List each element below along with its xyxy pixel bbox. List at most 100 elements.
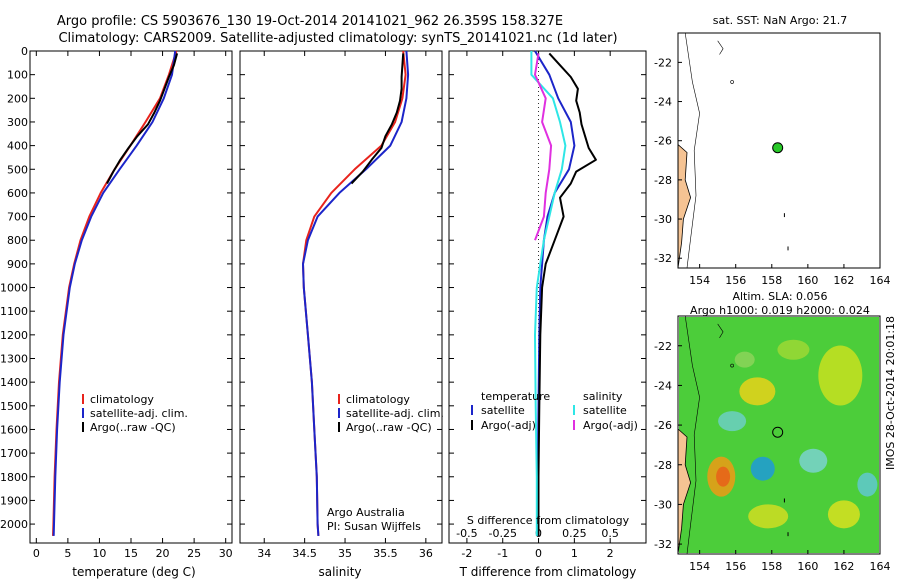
y-tick-label: 1300: [0, 353, 28, 366]
x-tick-label: 162: [833, 274, 854, 287]
x-tick-label: 156: [725, 560, 746, 573]
x-tick-top-label: -0.5: [456, 527, 477, 540]
difference-panel-frame: [448, 50, 647, 544]
salinity-legend: climatology satellite-adj. clim. Argo(..…: [338, 393, 444, 434]
y-tick-label: -32: [654, 538, 672, 551]
y-tick-label: -24: [654, 96, 672, 109]
sla-anomaly-blob: [777, 339, 810, 360]
sst-map-title: sat. SST: NaN Argo: 21.7: [713, 14, 847, 27]
y-tick-label: -26: [654, 419, 672, 432]
sla-anomaly-blob: [799, 448, 828, 473]
temperature-panel-frame: [29, 50, 233, 544]
x-tick-label: 34.5: [292, 547, 317, 560]
series-line-argorawqc: [106, 53, 179, 184]
x-tick-label: 34: [257, 547, 271, 560]
legend-title-salinity: salinity: [583, 390, 623, 403]
x-tick-label: 0: [33, 547, 40, 560]
y-tick-label: 1500: [0, 400, 28, 413]
y-tick-label: -32: [654, 252, 672, 265]
sla-anomaly-blob: [827, 500, 860, 529]
legend-label-satellite: satellite-adj. clim.: [346, 407, 444, 420]
y-tick-label: 0: [21, 45, 28, 58]
x-tick-label: 35.5: [373, 547, 398, 560]
x-tick-label: 156: [725, 274, 746, 287]
y-tick-label: 1100: [0, 305, 28, 318]
sla-map-title-line1: Altim. SLA: 0.056: [732, 290, 827, 303]
depth-contour: [684, 315, 700, 555]
series-line-argoadj: [537, 52, 597, 536]
legend-label-climatology: climatology: [346, 393, 410, 406]
x-tick-label: 10: [92, 547, 106, 560]
argo-float-marker: [772, 142, 784, 154]
y-tick-label: -24: [654, 379, 672, 392]
x-tick-label: 160: [797, 274, 818, 287]
credit-text: IMOS 28-Oct-2014 20:01:18: [884, 316, 897, 470]
y-tick-label: -28: [654, 459, 672, 472]
legend-title-temperature: temperature: [481, 390, 550, 403]
legend-label-argo: Argo(..raw -QC): [346, 421, 432, 434]
x-tick-label: 15: [124, 547, 138, 560]
series-line-satellite: [530, 51, 567, 536]
y-tick-label: 1600: [0, 423, 28, 436]
y-tick-label: 1800: [0, 471, 28, 484]
x-tick-label: 0: [535, 547, 542, 560]
salinity-annotation-line1: Argo Australia: [327, 506, 405, 519]
y-tick-label: 1400: [0, 376, 28, 389]
x-tick-label: 154: [689, 274, 710, 287]
sla-map: 154 156 158 160 162 164 -22 -24 -26 -28 -30 -32: [654, 315, 891, 573]
y-tick-label: -30: [654, 213, 672, 226]
difference-legend: temperature salinity satellite Argo(-adj…: [471, 390, 638, 432]
land-polygon: [678, 429, 691, 554]
y-tick-label: 1900: [0, 494, 28, 507]
x-tick-label: 154: [689, 560, 710, 573]
sla-anomaly-blob: [818, 345, 863, 406]
header-line1: Argo profile: CS 5903676_130 19-Oct-2014…: [57, 14, 563, 29]
x-tick-label: 35: [338, 547, 352, 560]
series-line-satelliteadjclim: [302, 50, 410, 536]
x-tick-label: 1: [571, 547, 578, 560]
seamount-marker: [730, 363, 734, 368]
salinity-annotation-line2: PI: Susan Wijffels: [327, 520, 421, 533]
x-tick-label: 30: [219, 547, 233, 560]
x-tick-label: 25: [187, 547, 201, 560]
reef-contour: [717, 323, 724, 338]
y-tick-label: 200: [7, 92, 28, 105]
series-line-climatology: [52, 50, 178, 536]
y-tick-label: -28: [654, 174, 672, 187]
y-tick-label: 1000: [0, 282, 28, 295]
series-line-argorawqc: [350, 53, 405, 185]
x-tick-top-label: 0.5: [601, 527, 619, 540]
temperature-legend: climatology satellite-adj. clim. Argo(..…: [82, 393, 188, 434]
temperature-plot: 0 5 10 15 20 25 300100200300400500600700800900…: [0, 45, 233, 560]
reef-contour: [717, 40, 724, 55]
legend-label-s-argo: Argo(-adj): [583, 419, 638, 432]
x-tick-top-label: -0.25: [488, 527, 516, 540]
sla-anomaly-blob: [734, 351, 755, 368]
legend-label-climatology: climatology: [90, 393, 154, 406]
x-tick-label: 160: [797, 560, 818, 573]
sla-anomaly-blob: [857, 472, 878, 497]
y-tick-label: 400: [7, 140, 28, 153]
x-tick-top-label: 0.25: [562, 527, 587, 540]
legend-label-t-satellite: satellite: [481, 404, 525, 417]
y-tick-label: -22: [654, 56, 672, 69]
y-tick-label: 1700: [0, 447, 28, 460]
sst-map: 154 156 158 160 162 164 -22 -24 -26 -28 -30 -32: [654, 32, 891, 287]
x-tick-label: 20: [156, 547, 170, 560]
x-tick-label: 158: [761, 560, 782, 573]
sla-map-title-line2: Argo h1000: 0.019 h2000: 0.024: [690, 304, 870, 317]
land-polygon: [678, 144, 691, 268]
y-tick-label: 800: [7, 234, 28, 247]
y-tick-label: 500: [7, 163, 28, 176]
x-tick-label: 2: [607, 547, 614, 560]
y-tick-label: 100: [7, 69, 28, 82]
difference-xlabel: T difference from climatology: [459, 565, 637, 579]
series-line-satelliteadjclim: [52, 50, 177, 536]
argo-float-marker: [772, 426, 784, 438]
x-tick-label: 36: [419, 547, 433, 560]
sla-anomaly-blob: [716, 466, 731, 487]
x-tick-label: -1: [497, 547, 508, 560]
legend-label-t-argo: Argo(-adj): [481, 419, 536, 432]
series-line-argoadj: [534, 53, 553, 241]
